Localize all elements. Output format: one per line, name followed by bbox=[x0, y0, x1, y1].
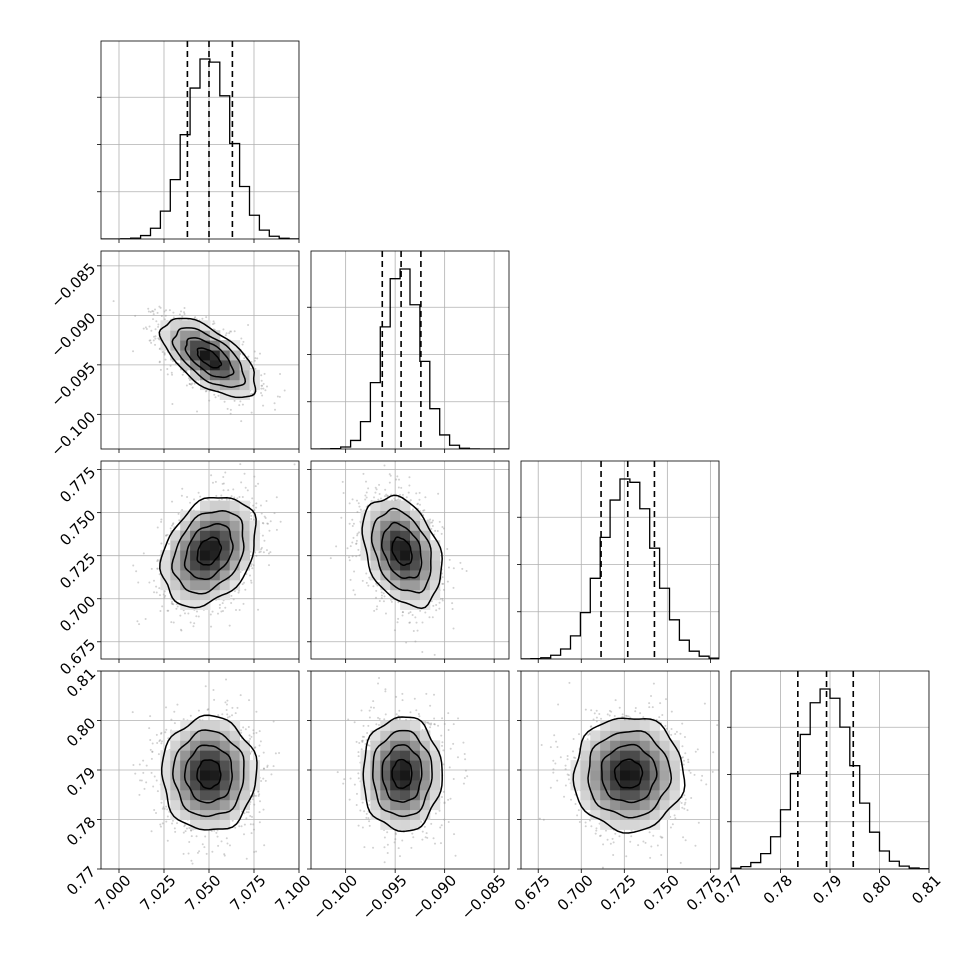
contour-2 bbox=[172, 729, 245, 818]
panel-1-1 bbox=[307, 250, 510, 453]
contour-3 bbox=[572, 717, 686, 834]
y-tick-label-p2-2: 0.725 bbox=[56, 549, 99, 592]
panel-2-1 bbox=[307, 460, 510, 663]
x-tick-label-p0-0: 7.000 bbox=[91, 871, 134, 914]
x-tick-label-p3-3: 0.80 bbox=[859, 871, 895, 907]
contour-3 bbox=[362, 716, 443, 833]
x-tick-label-p0-4: 7.100 bbox=[271, 871, 314, 914]
contour-1 bbox=[184, 337, 235, 379]
density-shading bbox=[160, 500, 260, 610]
histogram-param-1 bbox=[311, 268, 509, 449]
x-tick-label-p1-0: −0.100 bbox=[309, 871, 361, 923]
contour-1 bbox=[183, 523, 234, 581]
contour-2 bbox=[171, 510, 245, 595]
x-tick-label-p3-2: 0.79 bbox=[809, 871, 845, 907]
grid bbox=[521, 461, 719, 659]
grid bbox=[101, 251, 299, 449]
x-tick-label-p2-0: 0.675 bbox=[511, 871, 554, 914]
y-tick-label-p3-0: 0.77 bbox=[63, 863, 99, 899]
x-tick-label-p1-3: −0.085 bbox=[458, 871, 510, 923]
panel-3-2: 0.675 0.700 0.725 0.750 0.775 bbox=[511, 670, 726, 914]
y-tick-label-p3-1: 0.78 bbox=[63, 813, 99, 849]
contour-1 bbox=[380, 521, 423, 580]
y-tick-label-p2-4: 0.775 bbox=[56, 463, 99, 506]
y-tick-label-p1-0: −0.100 bbox=[47, 408, 99, 460]
x-tick-label-p2-1: 0.700 bbox=[554, 871, 597, 914]
x-tick-label-p0-3: 7.075 bbox=[226, 871, 269, 914]
y-tick-label-p2-1: 0.700 bbox=[56, 592, 99, 635]
y-tick-label-p3-2: 0.79 bbox=[63, 764, 99, 800]
contour-1 bbox=[183, 744, 233, 804]
contour-0 bbox=[613, 758, 644, 789]
contour-3 bbox=[159, 496, 257, 609]
x-tick-label-p1-1: −0.095 bbox=[359, 871, 411, 923]
y-tick-label-p1-2: −0.090 bbox=[47, 309, 99, 361]
x-tick-label-p3-4: 0.81 bbox=[908, 871, 944, 907]
contour-0 bbox=[391, 536, 413, 567]
grid bbox=[311, 251, 509, 449]
panel-2-2 bbox=[517, 460, 720, 663]
contour-1 bbox=[600, 743, 658, 804]
panel-frame bbox=[310, 250, 510, 450]
y-tick-label-p1-1: −0.095 bbox=[47, 358, 99, 410]
contour-0 bbox=[196, 536, 223, 566]
panel-frame bbox=[310, 460, 510, 660]
y-tick-label-p2-3: 0.750 bbox=[56, 506, 99, 549]
panel-frame bbox=[100, 250, 300, 450]
contour-1 bbox=[381, 744, 423, 803]
panel-1-0: −0.100−0.095−0.090−0.085 bbox=[47, 250, 300, 460]
panel-3-1: −0.100−0.095−0.090−0.085 bbox=[307, 670, 510, 923]
contour-3 bbox=[361, 494, 443, 610]
contour-2 bbox=[587, 730, 673, 819]
density-shading bbox=[160, 320, 260, 400]
x-tick-label-p2-2: 0.725 bbox=[597, 871, 640, 914]
contour-0 bbox=[196, 347, 223, 369]
contour-2 bbox=[372, 729, 433, 818]
x-tick-label-p2-3: 0.750 bbox=[640, 871, 683, 914]
histogram-param-2 bbox=[521, 478, 719, 659]
panel-frame bbox=[520, 460, 720, 660]
y-tick-label-p3-3: 0.80 bbox=[63, 714, 99, 750]
contour-0 bbox=[196, 759, 222, 790]
grid bbox=[731, 671, 929, 869]
contour-3 bbox=[160, 714, 258, 831]
x-tick-label-p3-1: 0.78 bbox=[760, 871, 796, 907]
x-tick-label-p0-1: 7.025 bbox=[136, 871, 179, 914]
panel-3-3: 0.77 0.78 0.79 0.80 0.81 bbox=[710, 670, 945, 908]
contour-3 bbox=[158, 317, 257, 399]
contour-0 bbox=[391, 758, 413, 789]
panel-frame bbox=[100, 460, 300, 660]
contour-2 bbox=[171, 327, 247, 388]
histogram-param-3 bbox=[731, 688, 929, 869]
panel-0-0 bbox=[97, 40, 300, 243]
density-shading bbox=[360, 500, 441, 610]
x-tick-label-p0-2: 7.050 bbox=[181, 871, 224, 914]
contour-2 bbox=[370, 507, 432, 594]
panel-frame bbox=[100, 40, 300, 240]
x-tick-label-p1-2: −0.090 bbox=[408, 871, 460, 923]
panel-3-0: 7.000 7.025 7.050 7.075 7.100 0.77 0.78 0.79 0.8… bbox=[63, 665, 315, 915]
histogram-param-0 bbox=[101, 58, 299, 239]
y-tick-label-p1-3: −0.085 bbox=[47, 259, 99, 311]
